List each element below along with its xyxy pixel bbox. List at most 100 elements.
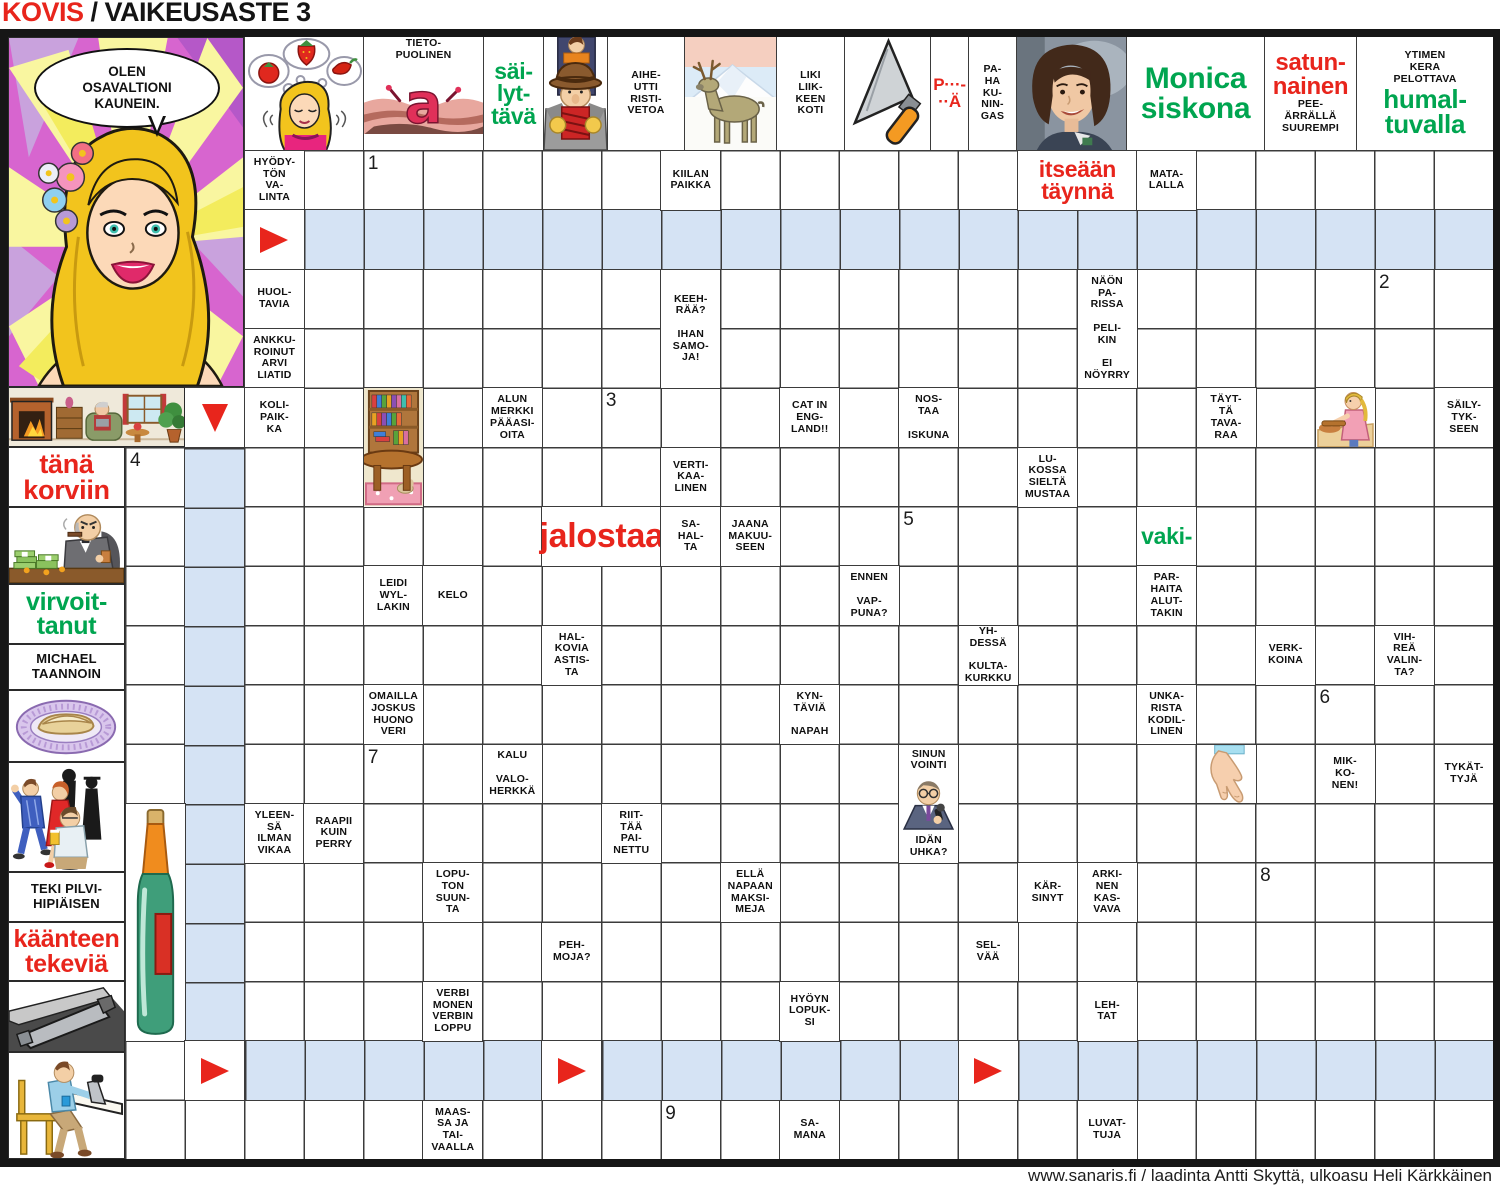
arrow-glyph (200, 1057, 229, 1084)
paper-cutter-image-svg (9, 982, 124, 1051)
clue-cell: UNKA- RISTA KODIL- LINEN (1136, 684, 1198, 746)
dancers-image (8, 762, 125, 872)
clue-cell: TYKÄT- TYJÄ (1433, 743, 1495, 805)
clue-cell: CAT IN ENG- LAND!! (779, 387, 841, 449)
highlight-column[interactable] (184, 446, 246, 1042)
clue-cell: KELO (422, 565, 484, 627)
side-keyword-clue-cell: tänä korviin (8, 447, 125, 507)
clue-cell: SA- MANA (779, 1099, 841, 1161)
hat-man-image-svg (544, 37, 607, 150)
trowel-image (844, 37, 930, 150)
keyword-clue-cell: jalostaa (539, 506, 664, 567)
clue-cell: NOS- TAA ISKUNA (898, 387, 960, 449)
clue-cell: KEEH- RÄÄ? IHAN SAMO- JA! (660, 268, 722, 389)
clue-cell: VIH- REÄ VALIN- TA? (1374, 624, 1435, 686)
speech-bubble: OLEN OSAVALTIONI KAUNEIN. (34, 48, 220, 137)
clue-text: YTIMEN KERA PELOTTAVA (1393, 49, 1457, 85)
clue-cell: PAR- HAITA ALUT- TAKIN (1136, 565, 1198, 627)
clue-cell: LEH- TAT (1076, 980, 1138, 1042)
baking-girl-image-svg (1315, 388, 1375, 448)
letter-a-image: a (364, 62, 483, 151)
hand-image-svg (1196, 744, 1256, 804)
clue-cell: ELLÄ NAPAAN MAKSI- MEJA (719, 862, 781, 924)
clue-cell: LUVAT- TUJA (1076, 1099, 1138, 1161)
living-room-image-svg (9, 388, 184, 446)
bookshelf-image-svg (363, 388, 423, 507)
woman-photo-image (1016, 37, 1126, 150)
direction-arrow-right-icon (541, 1040, 603, 1102)
money-man-image-svg (9, 508, 124, 583)
cell-number: 5 (903, 509, 914, 531)
side-keyword-clue-cell: käänteen tekeviä (8, 922, 125, 981)
clue-cell: HAL- KOVIA ASTIS- TA (541, 624, 603, 686)
arrow-glyph (201, 403, 228, 432)
bottle-image (125, 802, 186, 1042)
cell-number: 8 (1260, 865, 1271, 887)
clue-cell: KÄR- SINYT (1017, 862, 1079, 924)
reporter-image-svg (900, 778, 958, 830)
bookshelf-image (362, 387, 424, 508)
side-keyword-clue-cell: virvoit- tanut (8, 584, 125, 644)
sawing-man-image-svg (9, 1053, 124, 1158)
clue-cell: KYN- TÄVIÄ NAPAH (779, 684, 841, 746)
clue-cell: SEL- VÄÄ (957, 921, 1019, 983)
clue-cell: ARKI- NEN KAS- VAVA (1076, 862, 1138, 924)
highlight-row-bottom-a[interactable] (243, 1040, 543, 1102)
clue-cell: LEIDI WYL- LAKIN (362, 565, 424, 627)
cell-number: 7 (367, 746, 379, 768)
credit-line: www.sanaris.fi / laadinta Antti Skyttä, … (1028, 1166, 1492, 1185)
clue-cell: MAAS- SA JA TAI- VAALLA (422, 1099, 484, 1161)
direction-arrow-down-icon (184, 387, 246, 449)
trowel-image-svg (845, 37, 930, 150)
clue-cell: MIK- KO- NEN! (1314, 743, 1376, 805)
puzzle-difficulty: / VAIKEUSASTE 3 (83, 0, 312, 27)
arrow-glyph (557, 1057, 586, 1084)
hand-image (1195, 743, 1257, 805)
clue-cell: TÄYT- TÄ TAVA- RAA (1195, 387, 1257, 449)
clue-cell: ENNEN VAP- PUNA? (838, 565, 900, 627)
clue-cell: SA- HAL- TA (660, 506, 722, 567)
clue-text: SINUN VOINTI (910, 747, 947, 772)
clue-cell: LU- KOSSA SIELTÄ MUSTAA (1017, 446, 1079, 508)
clue-cell: YH- DESSÄ KULTA- KURKKU (957, 624, 1019, 686)
arrow-glyph (260, 226, 289, 253)
clue-cell: JAANA MAKUU- SEEN (719, 506, 781, 567)
clue-text: PEE- ÄRRÄLLÄ SUUREMPI (1281, 98, 1340, 134)
clue-cell: HUOL- TAVIA (243, 268, 305, 330)
cell-number: 9 (665, 1102, 676, 1124)
keyword-clue-text: satun- nainen (1272, 49, 1349, 100)
sawing-man-image (8, 1052, 125, 1159)
keyword-clue-cell: itseään täynnä (1017, 150, 1138, 211)
clue-cell: RIIT- TÄÄ PAI- NETTU (600, 802, 662, 864)
header-clue-cell: PA- HA KU- NIN- GAS (968, 37, 1016, 150)
highlight-row-bottom-b[interactable] (600, 1040, 960, 1102)
paper-cutter-image (8, 981, 125, 1052)
clue-cell: OMAILLA JOSKUS HUONO VERI (362, 684, 424, 746)
direction-arrow-right-icon (957, 1040, 1019, 1102)
clue-cell: MATA- LALLA (1136, 150, 1198, 211)
baking-girl-image (1314, 387, 1376, 449)
reindeer-image (684, 37, 776, 150)
cell-number: 4 (130, 449, 141, 471)
side-clue-cell: MICHAEL TAANNOIN (8, 644, 125, 690)
cell-number: 6 (1319, 687, 1331, 709)
cell-number: 3 (605, 390, 617, 412)
keyword-clue-text: humal- tuvalla (1383, 83, 1467, 140)
reindeer-image-svg (685, 37, 776, 150)
clue-text: IDÄN UHKA? (909, 834, 948, 858)
side-clue-cell: TEKI PILVI- HIPIÄISEN (8, 872, 125, 922)
header-clue-cell: AIHE- UTTI RISTI- VETOA (607, 37, 684, 150)
highlight-row-bottom-c[interactable] (1017, 1040, 1495, 1102)
letter-a-image-svg: a (364, 62, 483, 134)
combined-clue-cell: SINUN VOINTI IDÄN UHKA? (898, 743, 960, 864)
thinking-of-foods-image (244, 37, 363, 150)
header-combined-clue: TIETO- PUOLINEN a (363, 37, 483, 150)
header-clue-cell: LIKI LIIK- KEEN KOTI (776, 37, 844, 150)
reporter-image (900, 773, 958, 834)
clue-cell: ALUN MERKKI PÄÄASI- OITA (481, 387, 543, 449)
highlight-row-top[interactable] (303, 209, 1495, 271)
clue-cell: SÄILY- TYK- SEEN (1433, 387, 1495, 449)
clue-cell: ANKKU- ROINUT ARVI LIATID (243, 328, 305, 389)
clue-cell: KALU VALO- HERKKÄ (481, 743, 543, 805)
